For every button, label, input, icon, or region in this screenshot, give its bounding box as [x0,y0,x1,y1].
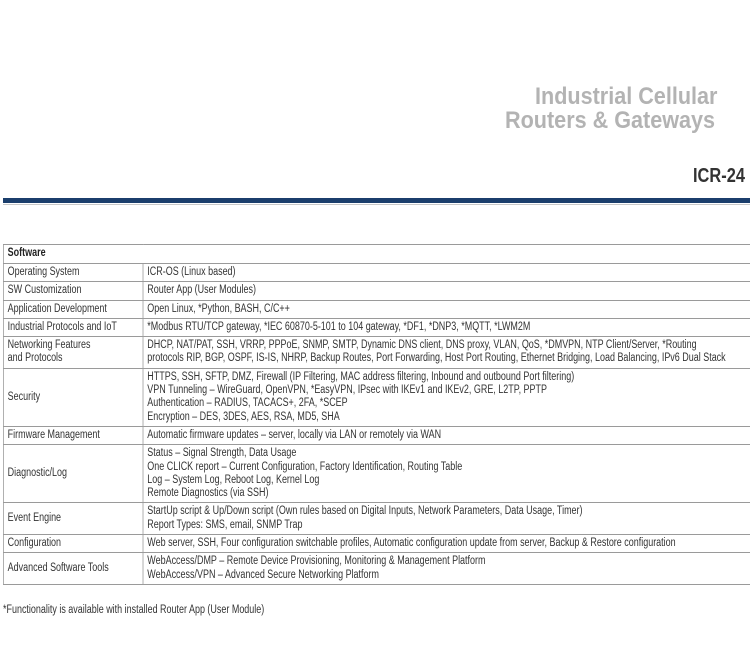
row-value-line: Remote Diagnostics (via SSH) [147,487,269,500]
row-value-line: Log – System Log, Reboot Log, Kernel Log [147,473,320,486]
row-label: SW Customization [2,281,144,301]
row-value: Router App (User Modules) [142,281,750,301]
row-value: DHCP, NAT/PAT, SSH, VRRP, PPPoE, SNMP, S… [142,336,750,369]
row-value-line: DHCP, NAT/PAT, SSH, VRRP, PPPoE, SNMP, S… [147,339,697,352]
section-title: Software [2,244,750,264]
row-label: Networking Features and Protocols [2,336,144,369]
table-row: Security HTTPS, SSH, SFTP, DMZ, Firewall … [2,367,750,427]
software-spec-table: Software Operating System ICR-OS (Linux b… [2,244,750,585]
row-value: Open Linux, *Python, BASH, C/C++ [142,299,750,319]
footnote: *Functionality is available with install… [3,604,265,616]
row-label: Diagnostic/Log [2,444,144,504]
row-label-line: Networking Features [7,339,91,352]
header-divider [3,198,750,203]
table-row: SW Customization Router App (User Modules… [2,281,750,301]
row-label: Firmware Management [2,425,144,446]
row-label: Advanced Software Tools [2,552,144,585]
row-value-line: Status – Signal Strength, Data Usage [147,447,297,460]
row-value: Web server, SSH, Four configuration swit… [142,534,750,554]
row-value: Automatic firmware updates – server, loc… [142,425,750,446]
row-value: WebAccess/DMP – Remote Device Provisioni… [142,552,750,585]
row-value-line: ICR-OS (Linux based) [147,266,236,278]
row-label: Configuration [2,534,144,554]
row-label-line: and Protocols [7,352,63,365]
table-row: Diagnostic/Log Status – Signal Strength, … [2,444,750,504]
row-value-line: *Modbus RTU/TCP gateway, *IEC 60870-5-10… [147,320,531,333]
row-value: ICR-OS (Linux based) [142,262,750,283]
spec-table-wrapper: Software Operating System ICR-OS (Linux b… [2,244,750,585]
table-row: Operating System ICR-OS (Linux based) [2,262,750,283]
row-value-line: Web server, SSH, Four configuration swit… [147,537,676,550]
table-row: Firmware Management Automatic firmware up… [2,425,750,446]
row-value-line: VPN Tunneling – WireGuard, OpenVPN, *Eas… [147,384,547,397]
row-value-line: One CLICK report – Current Configuration… [147,460,463,473]
table-row: Advanced Software Tools WebAccess/DMP – R… [2,552,750,585]
row-value-line: WebAccess/DMP – Remote Device Provisioni… [147,555,486,568]
row-value: Status – Signal Strength, Data Usage One … [142,444,750,504]
row-value-line: Encryption – DES, 3DES, AES, RSA, MD5, S… [147,410,340,423]
table-row: Configuration Web server, SSH, Four confi… [2,534,750,554]
row-label: Event Engine [2,502,144,536]
table-row: Event Engine StartUp script & Up/Down scr… [2,502,750,536]
table-row: Networking Features and Protocols DHCP, NA… [2,336,750,369]
header-divider-thin [3,204,750,205]
table-section-header: Software [2,244,750,264]
row-value-line: protocols RIP, BGP, OSPF, IS-IS, NHRP, B… [147,352,726,365]
row-value-line: Automatic firmware updates – server, loc… [147,428,442,441]
row-value-line: Report Types: SMS, email, SNMP Trap [147,518,303,531]
row-label: Security [2,367,144,427]
row-label: Operating System [2,262,144,283]
row-value-line: Authentication – RADIUS, TACACS+, 2FA, *… [147,397,348,410]
row-value-line: Router App (User Modules) [147,284,256,297]
row-value: HTTPS, SSH, SFTP, DMZ, Firewall (IP Filt… [142,367,750,427]
doc-title-line2: Routers & Gateways [505,107,716,134]
row-label: Application Development [2,299,144,319]
row-label: Industrial Protocols and IoT [2,317,144,338]
table-row: Application Development Open Linux, *Pyth… [2,299,750,319]
row-value: StartUp script & Up/Down script (Own rul… [142,502,750,536]
row-value-line: WebAccess/VPN – Advanced Secure Networki… [147,568,379,581]
row-value-line: Open Linux, *Python, BASH, C/C++ [147,302,290,315]
doc-title-line1: Industrial Cellular [535,83,718,110]
model-name: ICR-24 [693,165,745,187]
row-value: *Modbus RTU/TCP gateway, *IEC 60870-5-10… [142,317,750,338]
table-row: Industrial Protocols and IoT *Modbus RTU/… [2,317,750,338]
row-value-line: HTTPS, SSH, SFTP, DMZ, Firewall (IP Filt… [147,370,575,383]
row-value-line: StartUp script & Up/Down script (Own rul… [147,505,583,518]
